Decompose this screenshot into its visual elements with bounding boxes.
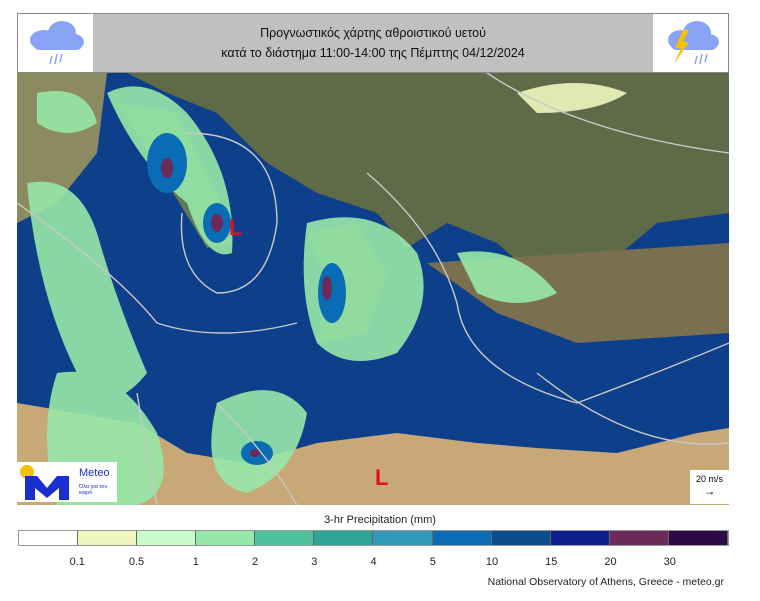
credit: National Observatory of Athens, Greece -…	[487, 576, 724, 588]
meteo-logo: Meteo Όλα για τον καιρό	[17, 462, 117, 502]
legend-label: 10	[485, 556, 499, 568]
legend-swatch	[255, 531, 315, 545]
legend-label: 30	[663, 556, 676, 568]
arrow-right-icon: →	[703, 484, 716, 498]
legend-label: 15	[545, 556, 558, 568]
legend-swatch	[432, 531, 492, 545]
legend-label: 0.1	[69, 556, 85, 568]
logo-tagline: Όλα για τον καιρό	[79, 484, 108, 496]
legend-label: 1	[192, 556, 199, 568]
title-line-2: κατά το διάστημα 11:00-14:00 της Πέμπτης…	[221, 46, 525, 60]
rain-cloud-icon	[18, 14, 93, 72]
map-title: Προγνωστικός χάρτης αθροιστικού υετού κα…	[93, 14, 653, 72]
legend-swatch	[668, 531, 728, 545]
legend-swatch	[491, 531, 551, 545]
legend-label: 5	[429, 556, 436, 568]
legend-swatch	[19, 531, 79, 545]
legend-label: 2	[251, 556, 259, 568]
title-line-1: Προγνωστικός χάρτης αθροιστικού υετού	[260, 26, 486, 40]
thunderstorm-cloud-icon	[653, 14, 728, 72]
legend-swatch	[196, 531, 256, 545]
low-pressure-marker: L	[229, 215, 243, 240]
header: Προγνωστικός χάρτης αθροιστικού υετού κα…	[17, 13, 729, 73]
legend-swatch	[609, 531, 669, 545]
legend-label: 20	[604, 556, 617, 568]
wind-scale-label: 20 m/s	[695, 474, 723, 484]
legend-colorbar	[18, 530, 729, 546]
legend-swatch	[137, 531, 197, 545]
legend-swatch	[314, 531, 374, 545]
precipitation-map: L L	[17, 73, 729, 505]
low-pressure-marker: L	[375, 465, 389, 490]
legend-swatch	[373, 531, 433, 545]
wind-scale: 20 m/s →	[690, 470, 729, 504]
legend-swatch	[550, 531, 610, 545]
legend-swatch	[78, 531, 138, 545]
legend-label: 4	[370, 556, 377, 568]
legend-label: 0.5	[128, 556, 145, 568]
legend-title: 3-hr Precipitation (mm)	[324, 514, 436, 526]
legend-label: 3	[311, 556, 318, 568]
logo-brand: Meteo	[79, 467, 110, 479]
